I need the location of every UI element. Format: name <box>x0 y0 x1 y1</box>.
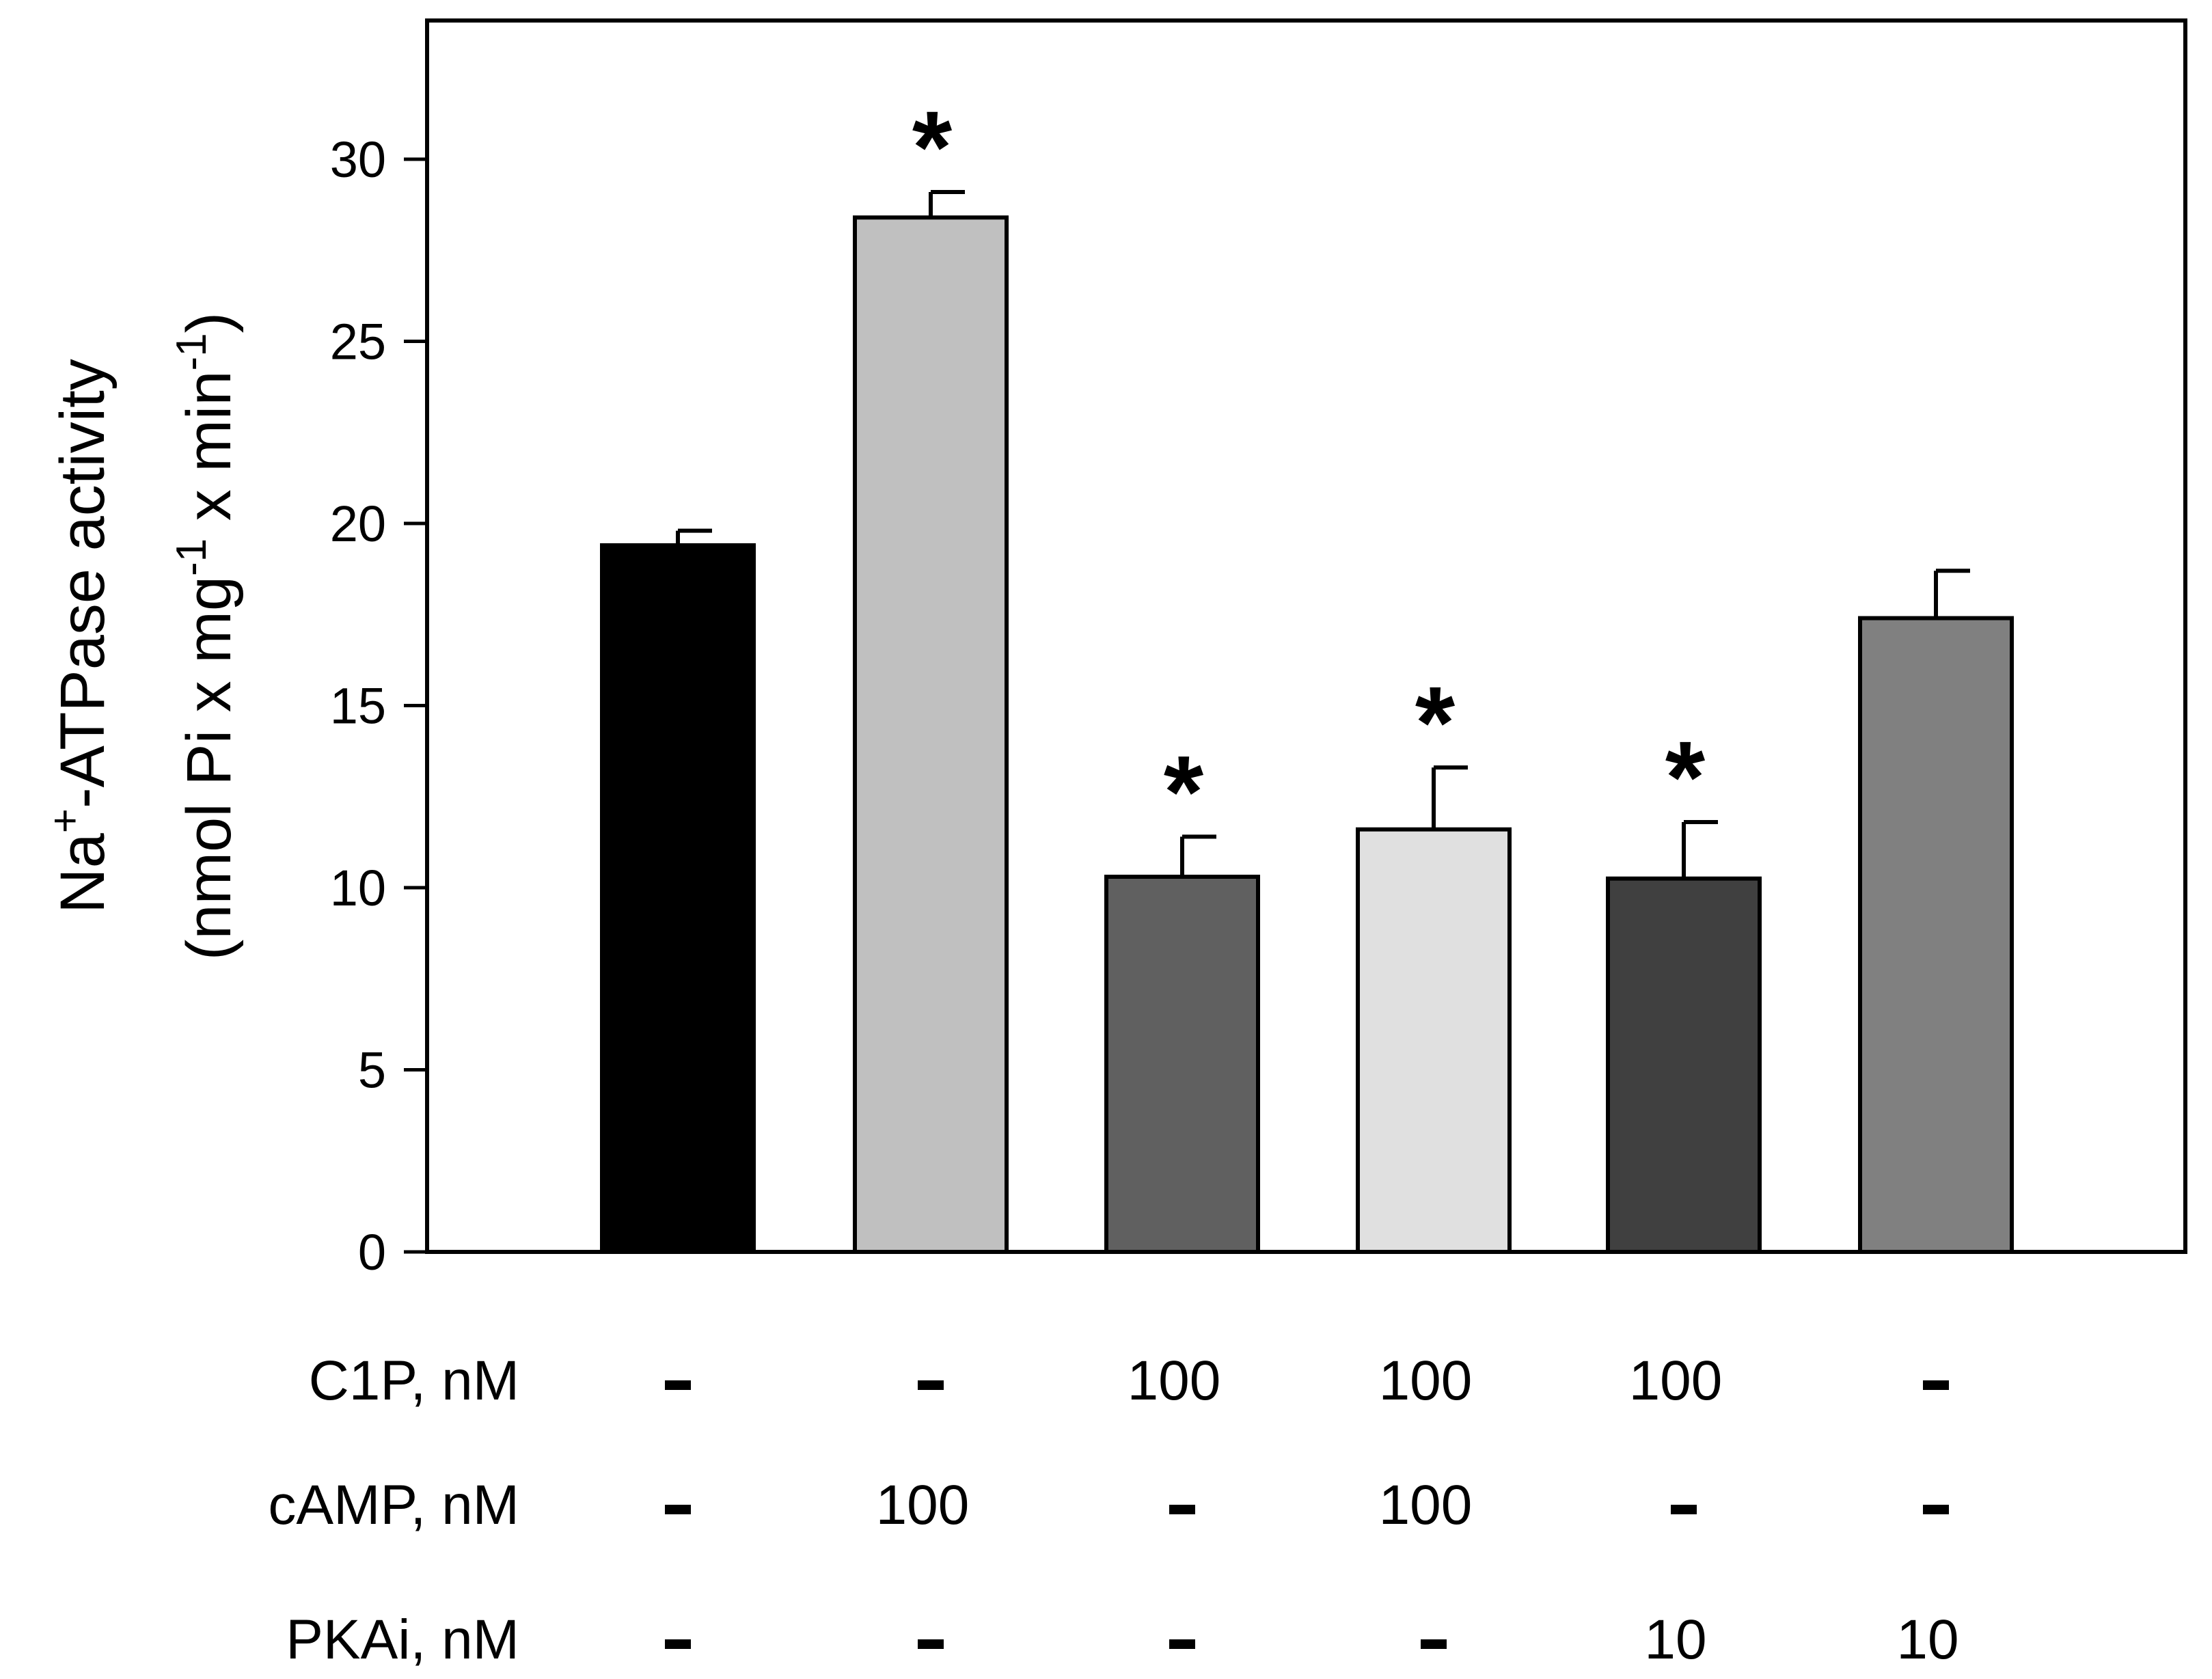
y-axis-tick-labels: 0 5 10 15 20 25 30 <box>330 131 386 1281</box>
error-bars <box>676 189 1970 879</box>
treatment-value: 100 <box>876 1474 970 1536</box>
bar <box>853 215 1009 1254</box>
bar <box>1606 876 1762 1255</box>
bar <box>1104 875 1260 1254</box>
treatment-dash <box>918 1639 944 1649</box>
y-axis-title-na: Na <box>48 832 118 913</box>
y-axis-title-rest: -ATPase activity <box>48 359 118 808</box>
treatment-dash-text: - <box>921 1609 940 1671</box>
y-axis-units-text: x min <box>174 370 244 538</box>
y-axis-title-line2: (nmol Pi x mg-1 x min-1) <box>168 312 244 961</box>
plot-frame <box>425 18 2187 1254</box>
y-axis-units-text: ) <box>174 312 244 333</box>
treatment-dash-text: - <box>921 1350 940 1412</box>
y-axis-ticks <box>404 157 427 1254</box>
bar <box>600 543 756 1254</box>
significance-markers: * * * * <box>912 90 1706 849</box>
treatment-dash <box>665 1639 691 1649</box>
y-tick-label: 0 <box>358 1224 386 1281</box>
treatment-row-label: cAMP, nM <box>268 1474 519 1536</box>
treatment-row-label: C1P, nM <box>309 1350 519 1412</box>
treatment-value: 100 <box>1128 1350 1221 1412</box>
significance-asterisk: * <box>1164 734 1204 849</box>
treatment-table: C1P, nM - - 100 100 100 - cAMP, nM - 100 - 100 - - PKA… <box>268 1350 1958 1671</box>
treatment-value: 100 <box>1629 1350 1723 1412</box>
treatment-dash <box>665 1505 691 1514</box>
y-tick-label: 20 <box>330 495 386 552</box>
treatment-dash-text: - <box>1173 1609 1191 1671</box>
treatment-dash <box>1169 1505 1195 1514</box>
treatment-dash-text: - <box>1674 1474 1693 1536</box>
y-axis-units-text: (nmol Pi x mg <box>174 576 244 960</box>
treatment-value: 10 <box>1896 1609 1958 1671</box>
bar <box>1858 616 2014 1254</box>
y-axis-units-superscript: -1 <box>168 538 215 576</box>
y-axis-title-plus-sup: + <box>42 808 89 833</box>
treatment-row-label: PKAi, nM <box>286 1609 519 1671</box>
treatment-value: 100 <box>1379 1350 1473 1412</box>
y-axis-units-superscript: -1 <box>168 333 215 370</box>
significance-asterisk: * <box>1415 665 1456 780</box>
treatment-dash <box>1671 1505 1697 1514</box>
bar <box>1356 827 1512 1254</box>
treatment-dash <box>1923 1380 1949 1390</box>
treatment-dash-text: - <box>1173 1474 1191 1536</box>
bars <box>600 215 2014 1255</box>
treatment-dash <box>1923 1505 1949 1514</box>
y-tick-label: 30 <box>330 131 386 188</box>
treatment-dash-text: - <box>668 1350 687 1412</box>
y-tick-label: 15 <box>330 678 386 735</box>
significance-asterisk: * <box>912 90 953 204</box>
treatment-dash <box>665 1380 691 1390</box>
treatment-dash <box>918 1380 944 1390</box>
treatment-dash <box>1421 1639 1447 1649</box>
y-axis-title-line1: Na+-ATPase activity <box>42 359 118 914</box>
significance-asterisk: * <box>1665 720 1706 834</box>
treatment-dash-text: - <box>668 1609 687 1671</box>
treatment-dash-text: - <box>1926 1350 1945 1412</box>
treatment-dash-text: - <box>668 1474 687 1536</box>
treatment-dash-text: - <box>1424 1609 1443 1671</box>
treatment-value: 10 <box>1644 1609 1706 1671</box>
treatment-value: 100 <box>1379 1474 1473 1536</box>
y-tick-label: 25 <box>330 314 386 370</box>
treatment-dash <box>1169 1639 1195 1649</box>
treatment-dash-text: - <box>1926 1474 1945 1536</box>
y-tick-label: 5 <box>358 1042 386 1099</box>
y-tick-label: 10 <box>330 860 386 916</box>
